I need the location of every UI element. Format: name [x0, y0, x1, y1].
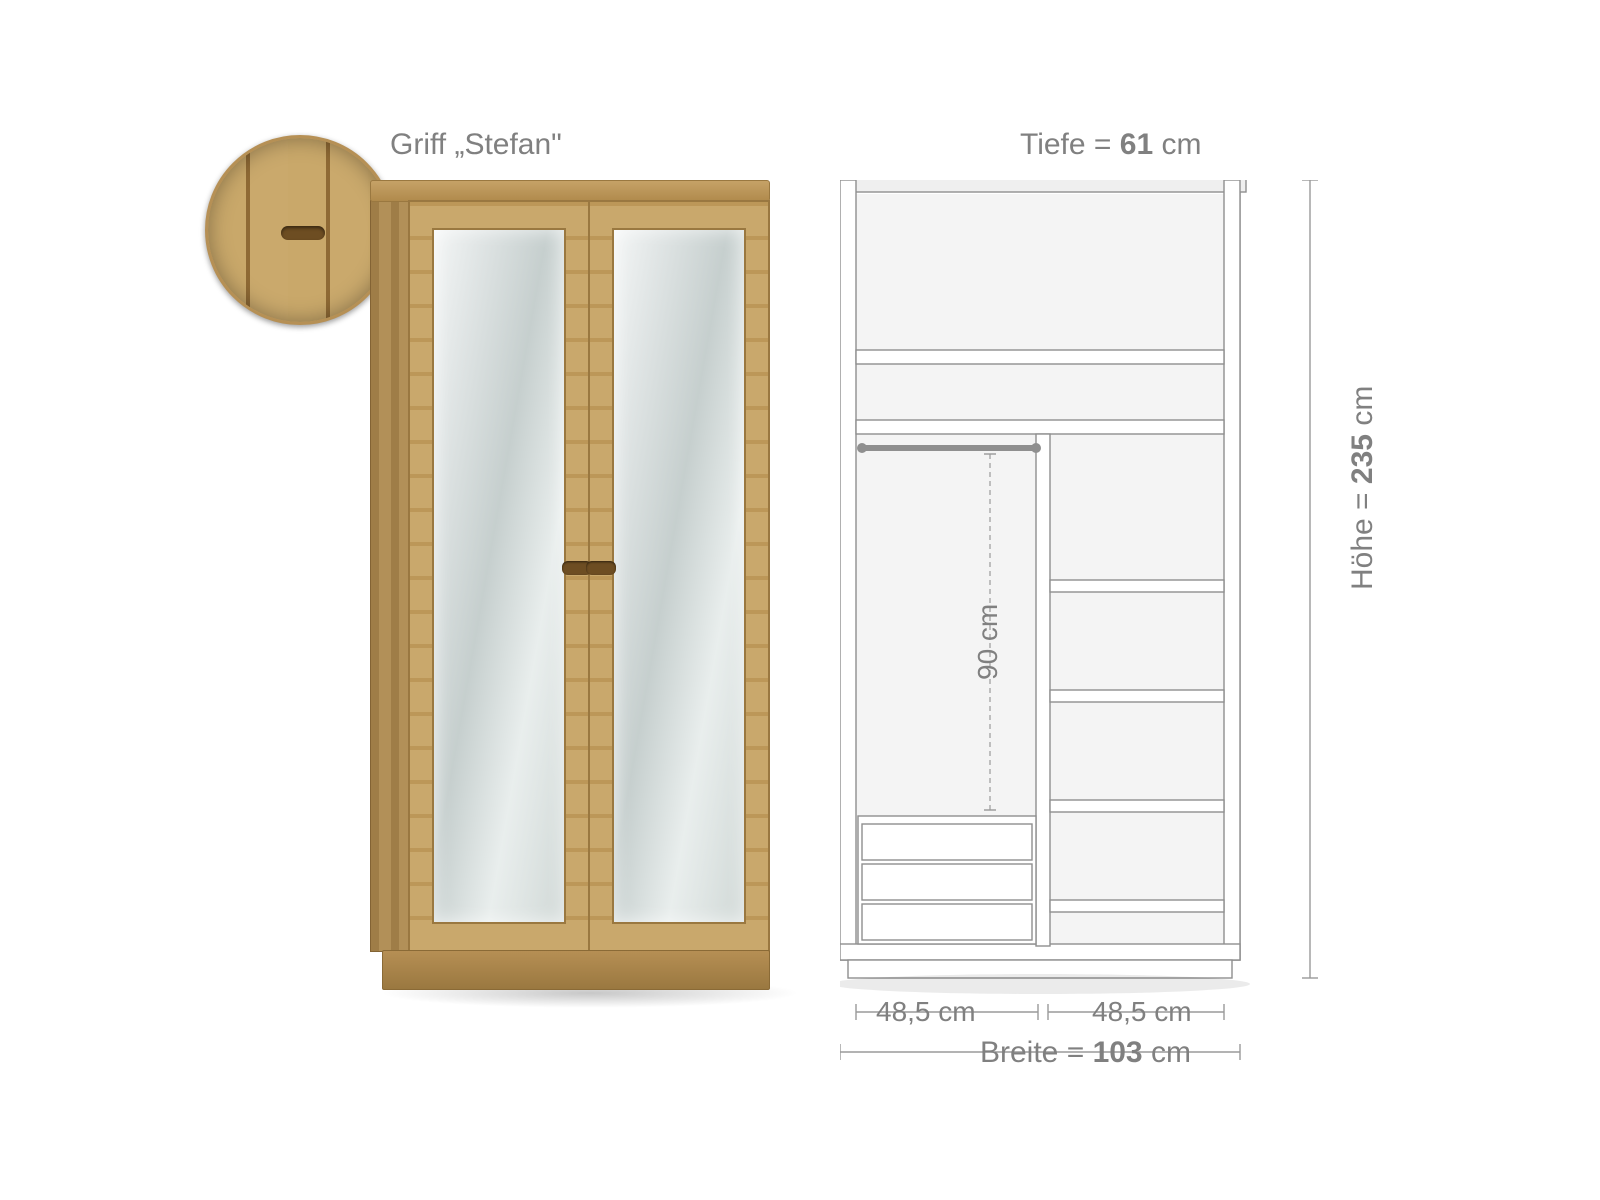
interior-drawing [840, 180, 1370, 1080]
handle-label-prefix: Griff [390, 128, 454, 161]
wardrobe-render [370, 180, 770, 990]
inner-width-right-label: 48,5 cm [1092, 996, 1192, 1028]
depth-value: 61 [1120, 128, 1153, 161]
height-prefix: Höhe = [1346, 484, 1379, 590]
wardrobe-side-panel [370, 200, 410, 952]
width-value: 103 [1093, 1036, 1143, 1069]
depth-prefix: Tiefe = [1020, 128, 1120, 161]
wardrobe-top-panel [370, 180, 770, 202]
width-label: Breite = 103 cm [980, 1036, 1191, 1070]
width-suffix: cm [1143, 1036, 1191, 1069]
depth-suffix: cm [1153, 128, 1201, 161]
hanging-height-label: 90 cm [972, 604, 1004, 680]
interior-svg [840, 180, 1370, 1080]
mirror-right [612, 228, 746, 924]
height-suffix: cm [1346, 386, 1379, 434]
wardrobe-plinth [382, 950, 770, 990]
inner-width-left-label: 48,5 cm [876, 996, 976, 1028]
handle-right [586, 561, 616, 575]
height-label: Höhe = 235 cm [1346, 386, 1380, 590]
height-value: 235 [1346, 434, 1379, 484]
handle-detail-zoom [205, 135, 395, 325]
depth-label: Tiefe = 61 cm [1020, 128, 1201, 162]
door-right [589, 201, 769, 951]
width-prefix: Breite = [980, 1036, 1093, 1069]
diagram-stage: Griff „Stefan" Tiefe = 61 cm .handle-det… [160, 120, 1440, 1080]
hanging-height-value: 90 cm [972, 604, 1003, 680]
inner-width-left-value: 48,5 cm [876, 996, 976, 1027]
inner-width-right-value: 48,5 cm [1092, 996, 1192, 1027]
door-left [409, 201, 589, 951]
mirror-left [432, 228, 566, 924]
handle-label: Griff „Stefan" [390, 128, 562, 162]
handle-label-value: „Stefan" [454, 128, 561, 161]
wardrobe-front [408, 200, 770, 952]
